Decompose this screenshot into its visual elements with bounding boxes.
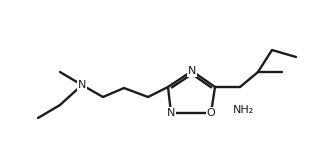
Text: O: O <box>207 108 215 118</box>
Text: N: N <box>167 108 175 118</box>
Text: N: N <box>188 66 196 76</box>
Text: N: N <box>78 80 86 90</box>
Text: NH₂: NH₂ <box>232 105 254 115</box>
